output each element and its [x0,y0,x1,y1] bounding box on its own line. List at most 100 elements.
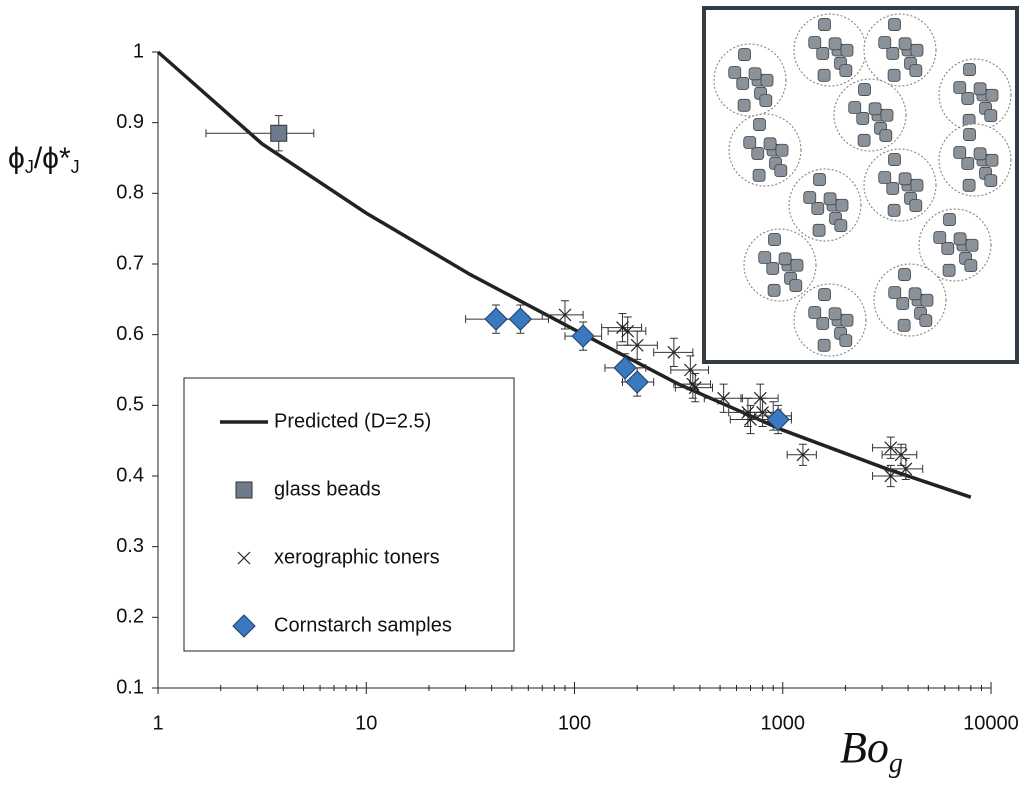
inset-grain [835,198,849,212]
data-point [630,338,644,352]
inset-grain [834,219,848,233]
y-tick-label: 0.7 [116,252,144,274]
inset-grain [886,47,900,60]
inset-grain [910,43,924,57]
inset-grain [751,147,765,160]
inset-grain [943,213,956,226]
inset-grain [808,306,822,319]
inset-grain [886,182,900,195]
inset-grain [984,174,998,188]
x-error-bar [205,129,315,138]
inset-grain [941,242,955,255]
y-label-part: J [25,157,34,177]
inset-grain [789,279,803,293]
inset-grain [738,48,751,61]
inset-grain [858,83,871,96]
inset-grain [848,101,862,114]
x-axis-label: Bog [840,723,903,779]
data-point [796,448,810,462]
legend-label: Predicted (D=2.5) [274,410,431,432]
data-point [625,370,649,394]
data-point [884,441,898,455]
inset-grain [839,64,853,78]
predicted-line [156,50,972,499]
inset-grain [818,18,831,31]
inset-grain [818,288,831,301]
inset-grain [778,252,792,266]
inset-grain [985,153,999,167]
inset-grain [898,268,911,281]
inset-grain [919,314,933,328]
inset-grain [728,66,742,79]
inset-grain [888,153,901,166]
inset-grain [737,98,751,112]
inset-grain [760,73,774,87]
inset-grain [898,37,912,51]
inset-grain [964,259,978,273]
inset-grain [857,133,871,147]
inset-grain [909,64,923,78]
y-tick-label: 0.9 [116,111,144,133]
inset-grain [813,173,826,186]
x-label-part: Bo [840,723,889,772]
data-point [899,462,913,476]
inset-grain [803,191,817,204]
data-point [766,407,790,432]
inset-grain [766,262,780,275]
data-point [686,377,700,391]
x-error-bar [786,450,817,459]
inset-grain [973,82,987,96]
data-point [741,405,755,419]
data-point [744,413,757,426]
inset-grain [748,67,762,81]
x-tick-label: 1000 [761,712,806,734]
inset-grain [878,171,892,184]
inset-grain [736,77,750,90]
inset-grain [817,68,831,82]
inset-grain [828,37,842,51]
y-tick-label: 0.4 [116,464,144,486]
inset-grain [909,199,923,213]
data-point [756,405,769,419]
inset-grain [961,157,975,170]
legend-label: glass beads [274,478,381,500]
inset-grain [984,109,998,123]
inset-grain [933,231,947,244]
data-point [484,307,508,331]
inset-grain [963,128,976,141]
inset-grain [965,238,979,252]
inset-grain [840,43,854,57]
x-tick-label: 10000 [963,712,1019,734]
inset-grain [920,293,934,307]
inset-grain [878,36,892,49]
y-label-part: ϕ [8,142,25,175]
data-point [613,356,637,380]
inset-grain [775,143,789,157]
y-tick-label: 0.2 [116,606,144,628]
inset-diagram [702,6,1019,364]
y-tick-label: 1 [133,40,144,62]
data-point [667,345,681,359]
inset-grain [896,297,910,310]
inset-grain [973,147,987,161]
inset-grain [768,233,781,246]
y-tick-label: 0.3 [116,535,144,557]
y-label-part: J [71,157,80,177]
inset-grain [868,102,882,116]
y-tick-label: 0.5 [116,394,144,416]
inset-grain [753,118,766,131]
inset-grain [856,112,870,125]
legend-marker [232,614,256,638]
y-tick-label: 0.8 [116,182,144,204]
inset-grain [743,136,757,149]
inset-grain [816,47,830,60]
inset-grain [953,81,967,94]
inset-grain [808,36,822,49]
data-point [508,307,533,331]
inset-grain [752,168,766,182]
y-tick-label: 0.6 [116,323,144,345]
data-point [558,308,572,322]
inset-grain [879,129,893,143]
inset-grain [888,18,901,31]
data-point [571,324,595,348]
